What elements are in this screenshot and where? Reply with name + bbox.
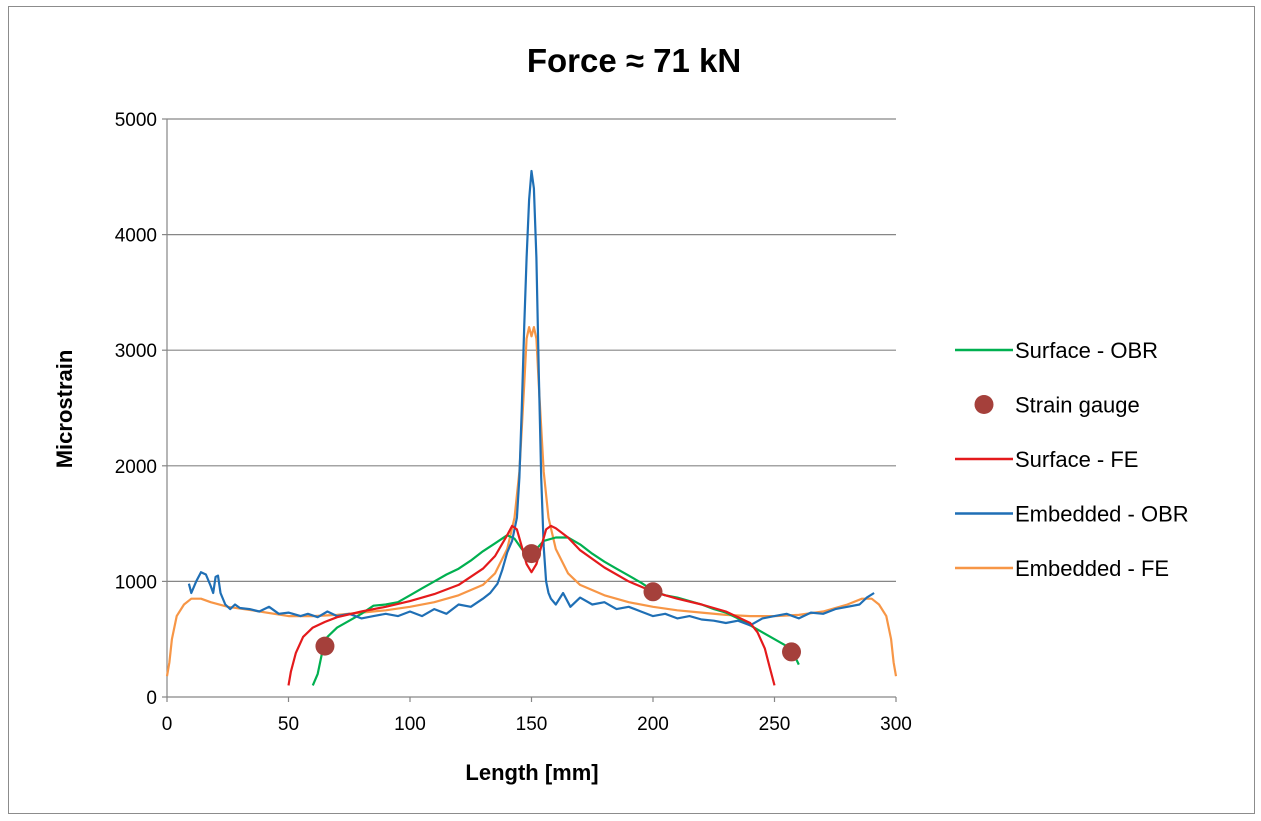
strain-gauge-point — [315, 636, 335, 656]
x-tick-label: 150 — [516, 714, 548, 735]
y-tick-label: 2000 — [115, 457, 157, 478]
legend-label: Surface - FE — [1015, 447, 1138, 472]
legend-label: Embedded - OBR — [1015, 502, 1189, 527]
legend-item-embedded-obr: Embedded - OBR — [955, 502, 1189, 527]
legend-marker — [974, 395, 994, 414]
x-tick-label: 200 — [637, 714, 669, 735]
strain-gauge-point — [522, 544, 541, 564]
x-tick-label: 100 — [394, 714, 426, 735]
x-tick-label: 50 — [278, 714, 299, 735]
embedded-obr-line — [187, 169, 875, 627]
surface-fe-line — [287, 524, 776, 686]
y-tick-label: 4000 — [115, 226, 157, 247]
legend-item-embedded-fe: Embedded - FE — [955, 556, 1169, 581]
legend-label: Strain gauge — [1015, 393, 1140, 418]
x-tick-label: 300 — [880, 714, 912, 735]
y-tick-labels: 0 1000 2000 3000 4000 5000 — [115, 110, 157, 709]
legend-label: Surface - OBR — [1015, 338, 1158, 363]
y-tick-label: 3000 — [115, 341, 157, 362]
grid-lines — [167, 118, 896, 583]
y-axis-title: Microstrain — [52, 350, 77, 469]
legend-item-strain-gauge: Strain gauge — [974, 393, 1140, 418]
legend-label: Embedded - FE — [1015, 556, 1169, 581]
x-axis-title: Length [mm] — [465, 760, 598, 785]
x-tick-label: 0 — [162, 714, 173, 735]
y-tick-label: 5000 — [115, 110, 157, 131]
x-tick-label: 250 — [759, 714, 791, 735]
legend-item-surface-obr: Surface - OBR — [955, 338, 1158, 363]
legend-item-surface-fe: Surface - FE — [955, 447, 1138, 472]
y-tick-label: 0 — [146, 688, 157, 709]
y-tick-label: 1000 — [115, 572, 157, 593]
strain-gauge-point — [782, 642, 802, 662]
x-tick-labels: 0 50 100 150 200 250 300 — [162, 714, 912, 735]
embedded-fe-line — [165, 326, 898, 677]
legend: Surface - OBR Strain gauge Surface - FE Emb… — [955, 338, 1189, 581]
chart-title: Force ≈ 71 kN — [527, 42, 741, 79]
chart-frame — [8, 6, 1255, 814]
series-layer — [165, 169, 898, 686]
axes — [162, 118, 897, 702]
strain-gauge-point — [643, 582, 663, 602]
